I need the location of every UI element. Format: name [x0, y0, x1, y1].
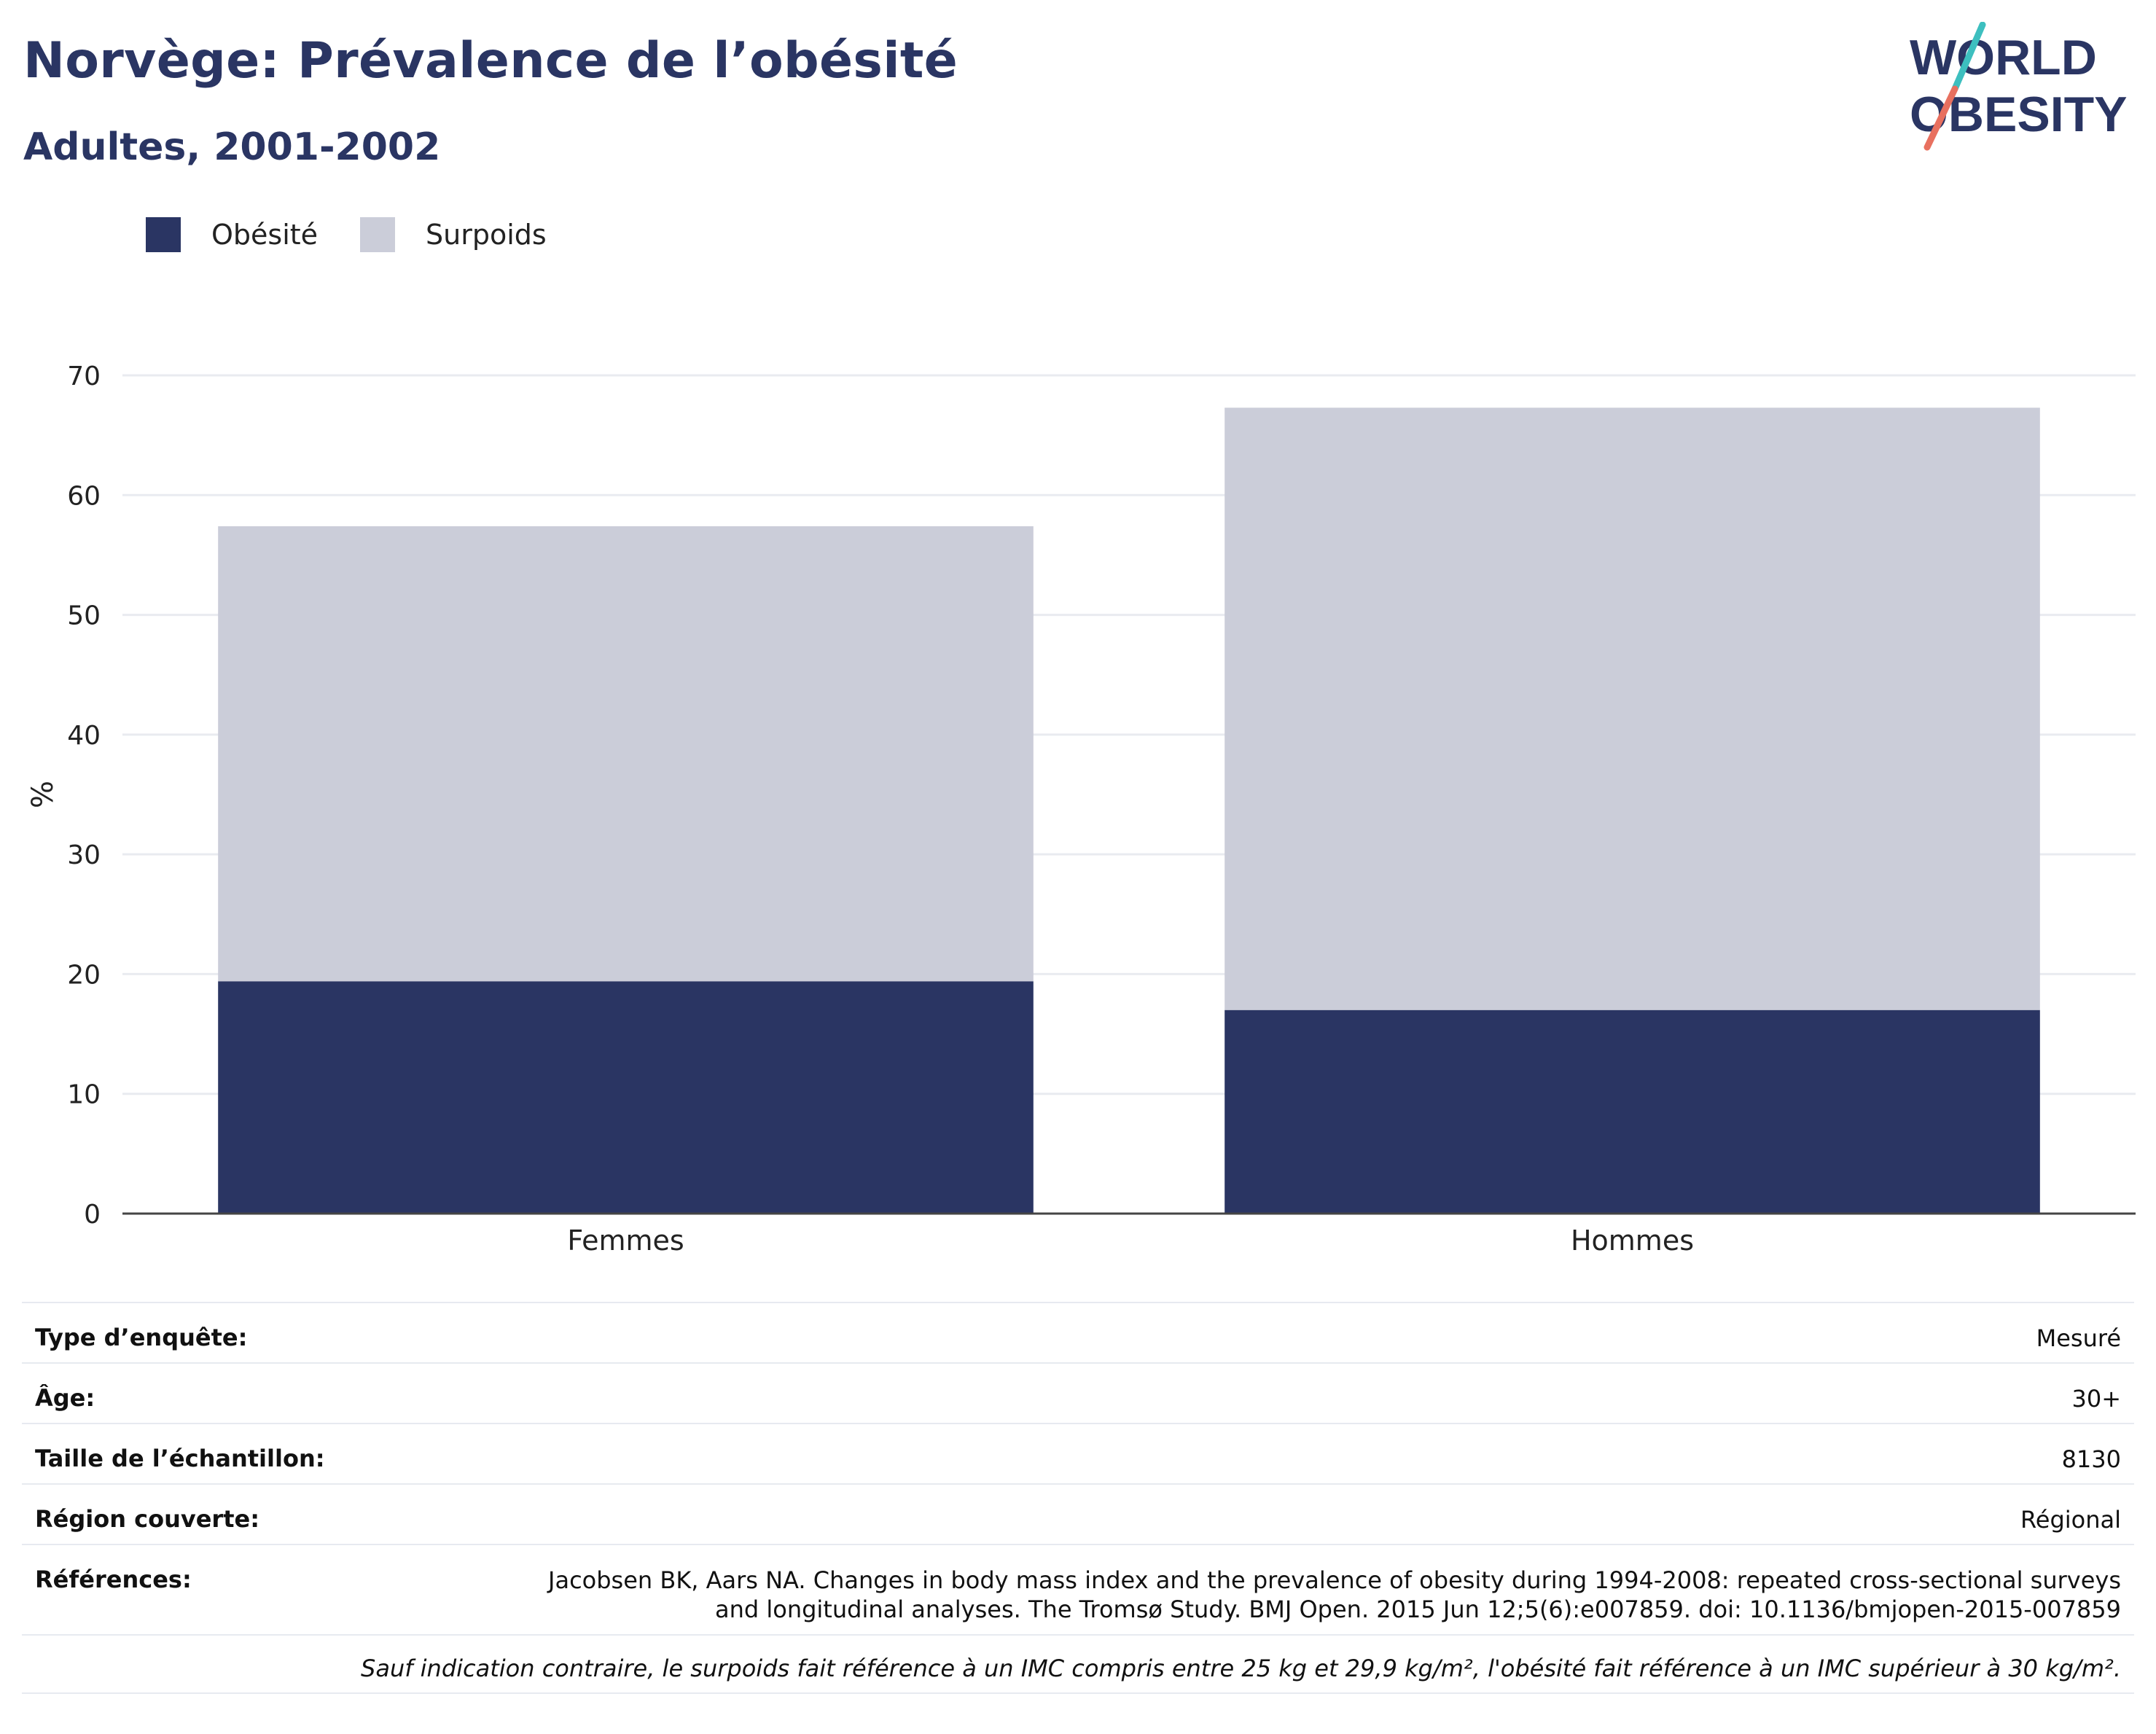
- references-line-1: Jacobsen BK, Aars NA. Changes in body ma…: [548, 1566, 2121, 1594]
- chart-legend: Obésité Surpoids: [146, 217, 589, 252]
- meta-value: 8130: [2061, 1445, 2121, 1473]
- bar-surpoids-femmes: [218, 526, 1034, 982]
- meta-value: Mesuré: [2036, 1324, 2121, 1352]
- logo-word-1: WORLD: [1910, 30, 2097, 85]
- legend-label-surpoids: Surpoids: [426, 219, 547, 251]
- meta-value: Régional: [2020, 1506, 2121, 1534]
- legend-label-obesite: Obésité: [211, 219, 319, 251]
- x-tick-label: Femmes: [567, 1225, 684, 1257]
- bar-obsit-hommes: [1225, 1009, 2040, 1214]
- logo-slash-top: [1951, 22, 1986, 93]
- meta-value: 30+: [2071, 1385, 2121, 1413]
- survey-metadata-table: Type d’enquête: Mesuré Âge: 30+ Taille d…: [22, 1302, 2134, 1694]
- meta-row-sample-size: Taille de l’échantillon: 8130: [22, 1423, 2134, 1483]
- y-tick-label: 10: [67, 1080, 101, 1110]
- world-obesity-logo: WORLD OBESITY: [1910, 22, 2128, 151]
- legend-item-surpoids: Surpoids: [360, 217, 547, 252]
- legend-swatch-surpoids: [360, 217, 396, 252]
- meta-row-region: Région couverte: Régional: [22, 1483, 2134, 1544]
- bar-obsit-femmes: [218, 981, 1034, 1214]
- references-line-2: and longitudinal analyses. The Tromsø St…: [714, 1596, 2121, 1623]
- logo-slash-bottom: [1923, 85, 1958, 151]
- meta-label: Type d’enquête:: [35, 1324, 248, 1351]
- meta-row-references: Références: Jacobsen BK, Aars NA. Change…: [22, 1544, 2134, 1634]
- y-tick-label: 60: [67, 481, 101, 511]
- meta-label: Taille de l’échantillon:: [35, 1445, 325, 1472]
- y-tick-label: 70: [67, 362, 101, 391]
- meta-label: Âge:: [35, 1384, 95, 1412]
- y-tick-label: 0: [84, 1200, 101, 1230]
- y-tick-label: 40: [67, 721, 101, 751]
- meta-row-age: Âge: 30+: [22, 1362, 2134, 1423]
- definition-note: Sauf indication contraire, le surpoids f…: [22, 1634, 2134, 1694]
- legend-item-obesite: Obésité: [146, 217, 318, 252]
- legend-swatch-obesite: [146, 217, 181, 252]
- y-tick-label: 20: [67, 960, 101, 990]
- bar-surpoids-hommes: [1225, 407, 2040, 1010]
- x-tick-label: Hommes: [1571, 1225, 1694, 1257]
- page-title: Norvège: Prévalence de l’obésité: [23, 32, 958, 90]
- meta-row-survey-type: Type d’enquête: Mesuré: [22, 1302, 2134, 1362]
- y-tick-label: 50: [67, 601, 101, 631]
- stacked-bar-chart: 0 10 20 30 40 50 60 70% Femmes Hommes: [26, 362, 2136, 1257]
- y-axis-label: %: [26, 781, 60, 808]
- meta-label: Références:: [35, 1566, 192, 1593]
- meta-label: Région couverte:: [35, 1505, 259, 1533]
- references-text: Jacobsen BK, Aars NA. Changes in body ma…: [445, 1566, 2121, 1624]
- page-subtitle: Adultes, 2001-2002: [23, 125, 441, 169]
- y-tick-label: 30: [67, 840, 101, 870]
